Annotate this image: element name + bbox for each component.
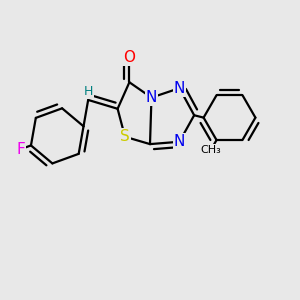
Text: O: O: [123, 50, 135, 65]
Text: N: N: [174, 134, 185, 149]
Text: F: F: [16, 142, 25, 157]
Text: N: N: [174, 81, 185, 96]
Text: H: H: [83, 85, 93, 98]
Text: S: S: [120, 129, 130, 144]
Text: N: N: [146, 90, 157, 105]
Text: CH₃: CH₃: [201, 145, 221, 155]
